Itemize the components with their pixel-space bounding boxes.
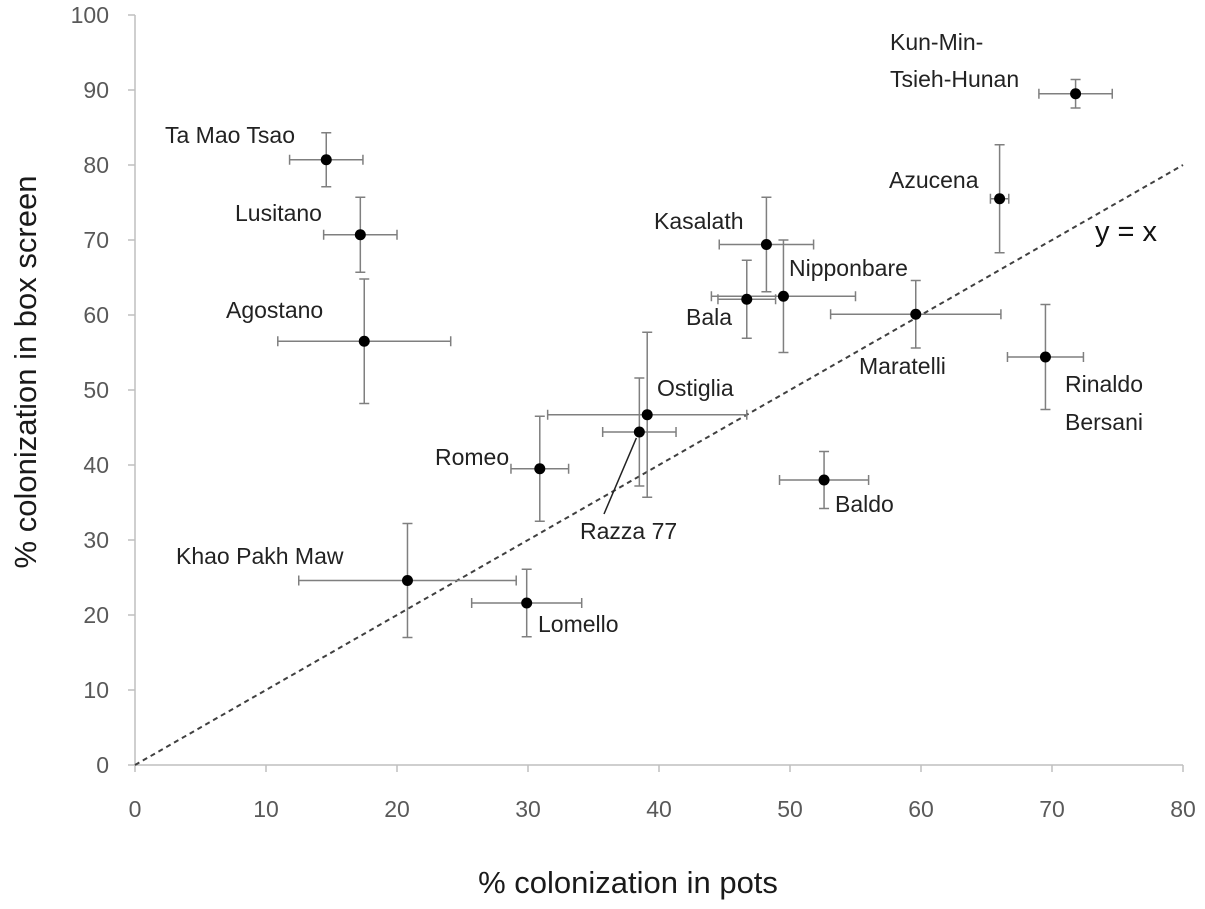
- point-label: Ostiglia: [657, 375, 734, 401]
- point-label-line: Nipponbare: [789, 255, 908, 281]
- point-labels: Kun-Min- Tsieh-Hunan Ta Mao Tsao Azucena Lus…: [165, 29, 1143, 637]
- data-point: [354, 229, 366, 241]
- data-point: [760, 239, 772, 250]
- data-point: [741, 293, 753, 305]
- data-point: [534, 463, 546, 475]
- y-tick-label: 20: [83, 602, 109, 628]
- y-tick-label: 40: [83, 452, 109, 478]
- point-label-line: Rinaldo: [1065, 371, 1143, 397]
- y-tick-label: 30: [83, 527, 109, 553]
- data-points: [320, 88, 1082, 609]
- data-point: [521, 597, 533, 609]
- data-point: [910, 308, 922, 320]
- point-label-line: Khao Pakh Maw: [176, 543, 344, 569]
- x-tick-label: 10: [253, 796, 279, 822]
- point-label-line: Kasalath: [654, 208, 744, 234]
- data-point: [401, 575, 413, 586]
- point-label-line: Baldo: [835, 491, 894, 517]
- x-tick-label: 60: [908, 796, 934, 822]
- point-label-line: Lomello: [538, 611, 619, 637]
- point-label: Romeo: [435, 444, 509, 470]
- point-label: Razza 77: [580, 518, 677, 544]
- x-tick-label: 0: [129, 796, 142, 822]
- point-label: Lomello: [538, 611, 619, 637]
- x-tick-label: 80: [1170, 796, 1196, 822]
- point-label-line: Razza 77: [580, 518, 677, 544]
- y-tick-label: 10: [83, 677, 109, 703]
- y-tick-label: 90: [83, 77, 109, 103]
- point-label: Bala: [686, 304, 732, 330]
- reference-line: [134, 164, 1184, 766]
- y-tick-label: 70: [83, 227, 109, 253]
- reference-line-label: y = x: [1095, 216, 1158, 248]
- data-point: [818, 474, 830, 486]
- y-tick-label: 50: [83, 377, 109, 403]
- point-label: Kasalath: [654, 208, 744, 234]
- x-axis-title: % colonization in pots: [478, 865, 778, 900]
- point-label-line: Agostano: [226, 297, 323, 323]
- data-point: [358, 335, 370, 347]
- point-label-line: Romeo: [435, 444, 509, 470]
- point-label-line: Kun-Min-: [890, 29, 983, 55]
- data-point: [320, 154, 332, 166]
- razza-77-leader-line: [603, 437, 638, 515]
- point-label-line: Bersani: [1065, 409, 1143, 435]
- point-label-line: Lusitano: [235, 200, 322, 226]
- axes: 0 10 20 30 40 50 60 70 80 0 10 20 30 40 50 60 70 80 90 100: [71, 2, 1196, 822]
- point-label: Azucena: [889, 167, 979, 193]
- data-point: [1070, 88, 1082, 100]
- point-label: Rinaldo Bersani: [1065, 371, 1143, 435]
- y-tick-label: 100: [71, 2, 109, 28]
- x-tick-label: 50: [777, 796, 803, 822]
- reference-line-group: y = x: [134, 164, 1184, 766]
- point-label: Khao Pakh Maw: [176, 543, 344, 569]
- data-point: [777, 290, 789, 302]
- point-label-line: Ta Mao Tsao: [165, 122, 295, 148]
- error-bars: [277, 78, 1114, 639]
- y-tick-label: 60: [83, 302, 109, 328]
- data-point: [633, 426, 645, 438]
- x-tick-label: 70: [1039, 796, 1065, 822]
- y-axis-title: % colonization in box screen: [8, 176, 43, 569]
- x-tick-label: 20: [384, 796, 410, 822]
- point-label-line: Tsieh-Hunan: [890, 66, 1019, 92]
- point-label: Maratelli: [859, 353, 946, 379]
- point-label-line: Ostiglia: [657, 375, 734, 401]
- data-point: [641, 409, 653, 421]
- x-tick-label: 40: [646, 796, 672, 822]
- data-point: [1039, 351, 1051, 363]
- x-tick-label: 30: [515, 796, 541, 822]
- y-tick-label: 0: [96, 752, 109, 778]
- y-tick-label: 80: [83, 152, 109, 178]
- point-label: Ta Mao Tsao: [165, 122, 295, 148]
- point-label: Nipponbare: [789, 255, 908, 281]
- point-label: Kun-Min- Tsieh-Hunan: [890, 29, 1019, 92]
- data-point: [994, 193, 1006, 205]
- point-label: Baldo: [835, 491, 894, 517]
- point-label-line: Azucena: [889, 167, 979, 193]
- point-label: Agostano: [226, 297, 323, 323]
- point-label-line: Bala: [686, 304, 732, 330]
- point-label: Lusitano: [235, 200, 322, 226]
- point-label-line: Maratelli: [859, 353, 946, 379]
